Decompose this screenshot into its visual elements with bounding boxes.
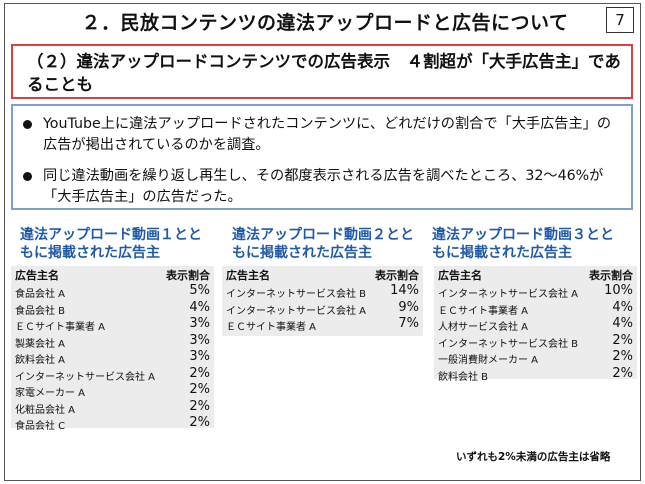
bullet-box: YouTube上に違法アップロードされたコンテンツに、どれだけの割合で「大手広告… bbox=[11, 104, 633, 210]
advertiser-name: 飲料会社 B bbox=[438, 371, 489, 383]
table-row: 食品会社 A 5% bbox=[11, 283, 214, 300]
table-row: 飲料会社 A 3% bbox=[11, 349, 214, 366]
table-section-1: 違法アップロード動画１とともに掲載された広告主 bbox=[20, 226, 210, 262]
display-share: 4% bbox=[189, 299, 210, 315]
page-title: ２．民放コンテンツの違法アップロードと広告について bbox=[81, 12, 569, 34]
display-share: 3% bbox=[189, 316, 210, 331]
advertiser-name: 家電メーカー A bbox=[15, 388, 86, 399]
display-share: 2% bbox=[189, 415, 210, 430]
table-row: インターネットサービス会社 A 2% bbox=[11, 366, 214, 383]
table-row: ＥＣサイト事業者 A 4% bbox=[434, 300, 637, 317]
display-share: 2% bbox=[612, 332, 633, 348]
column-header-share: 表示割合 bbox=[589, 269, 633, 282]
slide-frame bbox=[4, 3, 641, 481]
column-header-share: 表示割合 bbox=[166, 269, 210, 282]
table-header: 広告主名 表示割合 bbox=[11, 266, 214, 282]
display-share: 4% bbox=[612, 316, 633, 331]
bullet-item: 同じ違法動画を繰り返し再生し、その都度表示される広告を調べたところ、32～46%… bbox=[23, 166, 619, 208]
bullet-text: 同じ違法動画を繰り返し再生し、その都度表示される広告を調べたところ、32～46%… bbox=[43, 168, 604, 205]
table-row: インターネットサービス会社 B 14% bbox=[222, 283, 423, 300]
subtitle: （２）違法アップロードコンテンツでの広告表示 ４割超が「大手広告主」であることも bbox=[27, 52, 621, 94]
bullet-item: YouTube上に違法アップロードされたコンテンツに、どれだけの割合で「大手広告… bbox=[23, 114, 619, 156]
table-heading: 違法アップロード動画３とともに掲載された広告主 bbox=[432, 227, 614, 261]
table-row: インターネットサービス会社 B 2% bbox=[434, 333, 637, 350]
table-row: ＥＣサイト事業者 A 3% bbox=[11, 316, 214, 333]
display-share: 9% bbox=[398, 299, 419, 315]
column-header-name: 広告主名 bbox=[226, 269, 270, 282]
display-share: 2% bbox=[612, 365, 633, 381]
table-section-2: 違法アップロード動画２とともに掲載された広告主 bbox=[232, 226, 422, 262]
display-share: 2% bbox=[612, 349, 633, 364]
advertiser-table-2: 広告主名 表示割合 インターネットサービス会社 B 14% インターネットサービス会… bbox=[222, 266, 423, 336]
display-share: 10% bbox=[604, 283, 633, 298]
advertiser-name: ＥＣサイト事業者 A bbox=[15, 322, 106, 333]
table-header: 広告主名 表示割合 bbox=[434, 266, 637, 282]
subtitle-box: （２）違法アップロードコンテンツでの広告表示 ４割超が「大手広告主」であることも bbox=[11, 44, 633, 99]
advertiser-name: 食品会社 B bbox=[15, 305, 66, 317]
table-heading: 違法アップロード動画１とともに掲載された広告主 bbox=[20, 227, 202, 261]
table-row: インターネットサービス会社 A 10% bbox=[434, 283, 637, 300]
table-row: 人材サービス会社 A 4% bbox=[434, 316, 637, 333]
display-share: 3% bbox=[189, 332, 210, 348]
advertiser-table-3: 広告主名 表示割合 インターネットサービス会社 A 10% ＥＣサイト事業者 A 4%… bbox=[434, 266, 637, 383]
column-header-name: 広告主名 bbox=[438, 269, 482, 282]
table-row: 食品会社 B 4% bbox=[11, 300, 214, 317]
bullet-icon bbox=[23, 172, 32, 181]
advertiser-name: インターネットサービス会社 A bbox=[15, 371, 156, 383]
display-share: 14% bbox=[390, 283, 419, 298]
display-share: 2% bbox=[189, 365, 210, 381]
display-share: 3% bbox=[189, 349, 210, 364]
advertiser-name: インターネットサービス会社 A bbox=[438, 289, 579, 300]
page-number: 7 bbox=[606, 7, 634, 33]
table-row: 化粧品会社 A 2% bbox=[11, 399, 214, 416]
advertiser-name: インターネットサービス会社 B bbox=[438, 338, 579, 350]
display-share: 2% bbox=[189, 382, 210, 397]
display-share: 4% bbox=[612, 299, 633, 315]
display-share: 5% bbox=[189, 283, 210, 298]
advertiser-name: 化粧品会社 A bbox=[15, 404, 76, 416]
table-heading: 違法アップロード動画２とともに掲載された広告主 bbox=[232, 227, 414, 261]
bullet-text: YouTube上に違法アップロードされたコンテンツに、どれだけの割合で「大手広告… bbox=[43, 116, 612, 153]
advertiser-name: インターネットサービス会社 A bbox=[226, 305, 367, 317]
advertiser-name: 製薬会社 A bbox=[15, 338, 66, 350]
advertiser-name: 食品会社 A bbox=[15, 289, 66, 300]
advertiser-name: ＥＣサイト事業者 A bbox=[438, 305, 529, 317]
table-section-3: 違法アップロード動画３とともに掲載された広告主 bbox=[432, 226, 622, 262]
column-header-share: 表示割合 bbox=[375, 269, 419, 282]
advertiser-table-1: 広告主名 表示割合 食品会社 A 5% 食品会社 B 4% ＥＣサイト事業者 A 3% 製薬… bbox=[11, 266, 214, 432]
display-share: 2% bbox=[189, 398, 210, 414]
advertiser-name: 食品会社 C bbox=[15, 421, 66, 432]
table-row: 食品会社 C 2% bbox=[11, 415, 214, 432]
table-row: 家電メーカー A 2% bbox=[11, 382, 214, 399]
table-row: ＥＣサイト事業者 A 7% bbox=[222, 316, 423, 333]
table-row: 製薬会社 A 3% bbox=[11, 333, 214, 350]
display-share: 7% bbox=[398, 316, 419, 331]
table-row: インターネットサービス会社 A 9% bbox=[222, 300, 423, 317]
table-row: 一般消費財メーカー A 2% bbox=[434, 349, 637, 366]
advertiser-name: 飲料会社 A bbox=[15, 355, 66, 366]
advertiser-name: インターネットサービス会社 B bbox=[226, 289, 367, 300]
table-header: 広告主名 表示割合 bbox=[222, 266, 423, 282]
advertiser-name: 人材サービス会社 A bbox=[438, 322, 529, 333]
footnote: いずれも2%未満の広告主は省略 bbox=[456, 451, 611, 463]
table-row: 飲料会社 B 2% bbox=[434, 366, 637, 383]
advertiser-name: 一般消費財メーカー A bbox=[438, 355, 539, 366]
column-header-name: 広告主名 bbox=[15, 269, 59, 282]
advertiser-name: ＥＣサイト事業者 A bbox=[226, 322, 317, 333]
bullet-icon bbox=[23, 120, 32, 129]
